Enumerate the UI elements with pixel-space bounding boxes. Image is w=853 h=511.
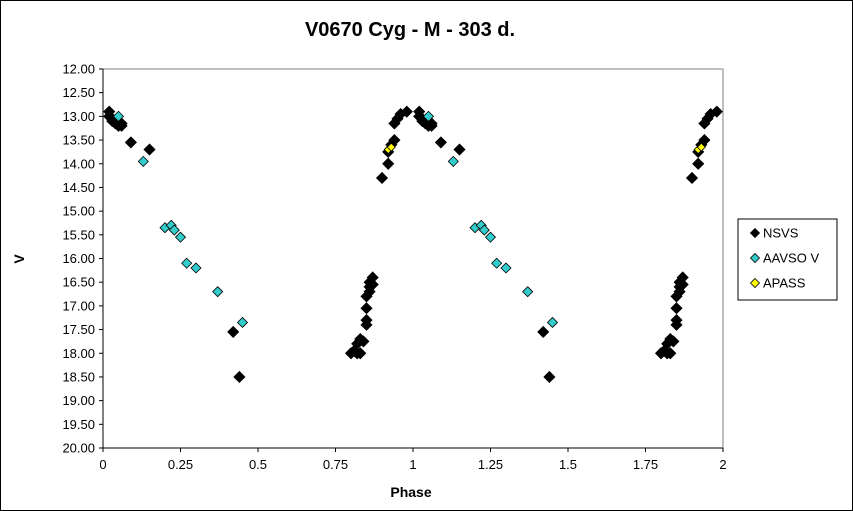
y-tick-label: 15.00 — [62, 204, 95, 219]
legend-label-apass: APASS — [763, 276, 806, 291]
nsvs-point — [124, 136, 137, 149]
nsvs-point — [233, 370, 246, 384]
x-tick-label: 1.5 — [559, 457, 577, 472]
nsvs-point — [425, 119, 438, 132]
aavso-v-point — [478, 224, 490, 236]
y-tick-label: 14.50 — [62, 180, 95, 195]
legend-items: NSVS AAVSO V APASS — [749, 226, 819, 291]
x-tick-label: 0.5 — [249, 457, 267, 472]
y-tick-label: 19.00 — [62, 393, 95, 408]
y-tick-label: 20.00 — [62, 441, 95, 456]
x-tick-label: 0.75 — [323, 457, 348, 472]
chart-title: V0670 Cyg - M - 303 d. — [305, 19, 515, 41]
x-tick-label: 0.25 — [168, 457, 193, 472]
legend-label-aavso-v: AAVSO V — [763, 251, 819, 266]
y-tick-label: 13.00 — [62, 109, 95, 124]
legend-label-nsvs: NSVS — [763, 226, 799, 241]
y-tick-label: 17.00 — [62, 298, 95, 313]
nsvs-point — [382, 157, 395, 170]
aavso-v-point — [500, 262, 512, 274]
x-tick-label: 1 — [409, 457, 416, 472]
apass-point — [386, 142, 396, 152]
x-axis-label: Phase — [390, 484, 431, 500]
y-tick-label: 12.00 — [62, 62, 95, 77]
aavso-v-point — [137, 155, 149, 167]
nsvs-point — [664, 347, 677, 360]
y-tick-label: 18.00 — [62, 346, 95, 361]
y-tick-label: 15.50 — [62, 227, 95, 242]
nsvs-point — [375, 171, 389, 185]
nsvs-point — [366, 278, 379, 291]
nsvs-point — [710, 105, 723, 118]
x-tick-label: 1.75 — [633, 457, 658, 472]
aavso-v-point — [168, 224, 180, 236]
y-tick-label: 18.50 — [62, 369, 95, 384]
nsvs-point — [676, 271, 689, 284]
aavso-v-point — [212, 286, 224, 298]
nsvs-point — [354, 347, 367, 360]
y-tick-label: 19.50 — [62, 417, 95, 432]
legend-marker-aavso-v — [749, 252, 761, 264]
legend: NSVS AAVSO V APASS — [737, 218, 838, 301]
nsvs-point — [388, 133, 401, 147]
aavso-v-point — [422, 110, 435, 122]
nsvs-point — [692, 157, 705, 170]
nsvs-point — [227, 325, 240, 338]
x-tick-label: 0 — [99, 457, 106, 472]
y-tick-label: 14.00 — [62, 156, 95, 171]
nsvs-point — [685, 171, 699, 185]
y-ticks: 12.00 12.50 13.00 13.50 14.00 14.50 15.00 15.50… — [62, 62, 103, 456]
nsvs-point — [400, 105, 413, 118]
aavso-v-point — [447, 155, 459, 167]
nsvs-point — [537, 325, 550, 338]
nsvs-point — [357, 335, 370, 348]
nsvs-point — [115, 119, 128, 132]
y-tick-label: 16.00 — [62, 251, 95, 266]
nsvs-point — [366, 271, 379, 284]
aavso-v-point — [236, 316, 249, 329]
aavso-v-point — [546, 316, 559, 329]
x-ticks: 0 0.25 0.5 0.75 1 1.25 1.5 1.75 2 — [99, 448, 727, 472]
aavso-v-point — [112, 110, 125, 122]
nsvs-point — [676, 278, 689, 291]
aavso-v-point — [484, 231, 497, 243]
y-tick-label: 12.50 — [62, 85, 95, 100]
aavso-v-point — [491, 257, 503, 269]
aavso-v-point — [174, 231, 187, 243]
y-axis-label: V — [11, 254, 27, 264]
y-tick-label: 13.50 — [62, 133, 95, 148]
nsvs-point — [360, 302, 373, 315]
legend-marker-apass — [749, 277, 761, 289]
plot-area — [102, 68, 724, 449]
nsvs-point — [360, 314, 373, 327]
apass-point — [696, 142, 706, 152]
nsvs-point — [143, 143, 156, 156]
aavso-v-point — [522, 286, 534, 298]
nsvs-point — [434, 136, 447, 149]
legend-marker-nsvs — [749, 227, 761, 239]
x-tick-label: 2 — [719, 457, 726, 472]
nsvs-point — [667, 335, 680, 348]
aavso-v-point — [190, 262, 202, 274]
aavso-v-point — [181, 257, 193, 269]
nsvs-point — [698, 133, 711, 147]
nsvs-point — [543, 370, 556, 384]
nsvs-point — [670, 302, 683, 315]
data-points — [103, 105, 723, 384]
nsvs-point — [670, 314, 683, 327]
x-tick-label: 1.25 — [478, 457, 503, 472]
y-tick-label: 17.50 — [62, 322, 95, 337]
nsvs-point — [453, 143, 466, 156]
y-tick-label: 16.50 — [62, 275, 95, 290]
